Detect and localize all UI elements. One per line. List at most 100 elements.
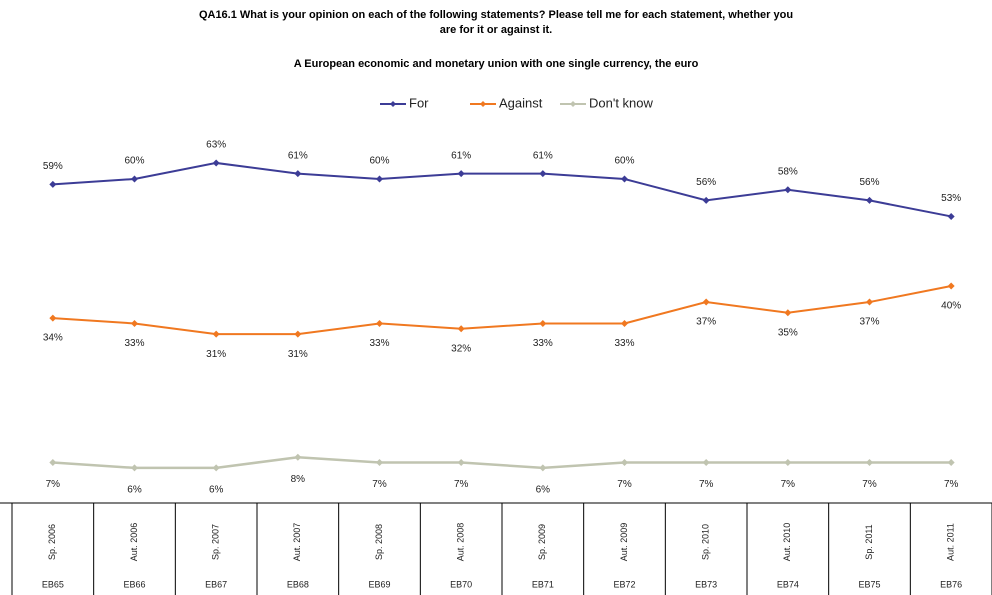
point: [294, 453, 302, 461]
series-line: [52, 285, 952, 336]
x-code-label: EB69: [368, 579, 390, 589]
point: [457, 459, 465, 467]
x-code-label: EB65: [42, 579, 64, 589]
point: [457, 325, 465, 333]
chart-subtitle: A European economic and monetary union w…: [293, 58, 699, 70]
data-label: 8%: [291, 474, 306, 485]
data-label: 59%: [43, 161, 63, 172]
x-code-label: EB67: [205, 579, 227, 589]
x-tick-label: Sp. 2007: [211, 524, 221, 560]
data-label: 60%: [614, 156, 634, 167]
x-tick-label: Sp. 2011: [864, 524, 874, 559]
point: [376, 175, 383, 183]
legend-label: For: [409, 95, 429, 110]
data-label: 6%: [536, 485, 551, 496]
point: [866, 196, 873, 204]
x-code-label: EB75: [858, 579, 880, 589]
x-tick-label: Aut. 2007: [292, 523, 302, 562]
series-line: [52, 455, 952, 470]
data-label: 7%: [781, 479, 796, 490]
data-label: 7%: [617, 479, 632, 490]
legend-marker: [570, 101, 576, 107]
point: [294, 330, 302, 338]
legend-label: Don't know: [589, 95, 654, 110]
x-tick-label: Aut. 2009: [619, 523, 629, 562]
data-label: 31%: [206, 349, 226, 360]
point: [947, 459, 955, 467]
data-label: 7%: [372, 479, 387, 490]
data-label: 35%: [778, 327, 798, 338]
data-label: 7%: [944, 479, 959, 490]
data-label: 7%: [46, 479, 61, 490]
data-label: 33%: [614, 338, 634, 349]
x-code-label: EB66: [123, 579, 145, 589]
data-label: 33%: [369, 338, 389, 349]
point: [784, 186, 792, 194]
data-label: 34%: [43, 333, 63, 344]
x-code-label: EB73: [695, 579, 717, 589]
data-label: 7%: [454, 479, 469, 490]
data-label: 37%: [859, 317, 879, 328]
point: [131, 175, 138, 183]
data-label: 58%: [778, 166, 798, 177]
point: [539, 464, 547, 472]
data-label: 40%: [941, 301, 961, 312]
data-label: 63%: [206, 140, 226, 151]
point: [131, 464, 138, 472]
point: [212, 159, 220, 167]
point: [49, 180, 57, 188]
data-label: 7%: [699, 479, 714, 490]
point: [376, 319, 383, 327]
point: [457, 170, 465, 178]
point: [539, 170, 547, 178]
point: [539, 319, 547, 327]
point: [49, 459, 57, 467]
point: [294, 170, 302, 178]
data-label: 56%: [696, 177, 716, 188]
data-label: 6%: [209, 485, 224, 496]
data-label: 33%: [124, 338, 144, 349]
point: [947, 212, 955, 220]
data-label: 37%: [696, 317, 716, 328]
point: [702, 459, 710, 467]
point: [131, 319, 138, 327]
x-tick-label: Sp. 2010: [701, 524, 711, 560]
x-code-label: EB70: [450, 579, 472, 589]
data-label: 56%: [859, 177, 879, 188]
x-tick-label: Aut. 2008: [456, 523, 466, 562]
x-tick-label: Sp. 2008: [374, 524, 384, 560]
data-label: 61%: [451, 150, 471, 161]
data-label: 61%: [288, 150, 308, 161]
point: [621, 459, 628, 467]
x-tick-label: Sp. 2006: [47, 524, 57, 560]
data-label: 61%: [533, 150, 553, 161]
data-label: 60%: [124, 156, 144, 167]
x-tick-label: Aut. 2006: [129, 523, 139, 562]
data-label: 53%: [941, 193, 961, 204]
data-label: 60%: [369, 156, 389, 167]
point: [376, 459, 383, 467]
point: [621, 319, 628, 327]
legend-marker: [390, 101, 396, 107]
data-label: 7%: [862, 479, 877, 490]
x-code-label: EB76: [940, 579, 962, 589]
point: [49, 314, 57, 322]
point: [866, 459, 873, 467]
point: [947, 282, 955, 290]
x-code-label: EB72: [613, 579, 635, 589]
chart-title: QA16.1 What is your opinion on each of t…: [198, 9, 794, 36]
point: [702, 196, 710, 204]
point: [784, 459, 792, 467]
data-label: 32%: [451, 343, 471, 354]
x-code-label: EB68: [287, 579, 309, 589]
data-label: 6%: [127, 485, 142, 496]
x-tick-label: Aut. 2010: [782, 523, 792, 562]
data-label: 31%: [288, 349, 308, 360]
point: [702, 298, 710, 306]
x-code-label: EB74: [777, 579, 799, 589]
series-line: [52, 161, 952, 218]
point: [784, 309, 792, 317]
legend-label: Against: [499, 95, 543, 110]
